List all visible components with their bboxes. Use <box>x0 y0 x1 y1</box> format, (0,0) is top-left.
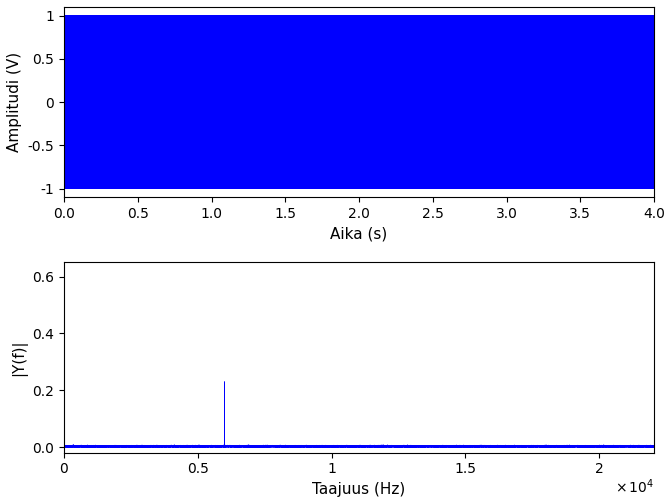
X-axis label: Taajuus (Hz): Taajuus (Hz) <box>312 482 406 497</box>
Y-axis label: Amplitudi (V): Amplitudi (V) <box>7 52 22 152</box>
Text: $\times\,10^4$: $\times\,10^4$ <box>615 477 654 496</box>
X-axis label: Aika (s): Aika (s) <box>331 227 388 241</box>
Y-axis label: |Y(f)|: |Y(f)| <box>11 339 27 376</box>
